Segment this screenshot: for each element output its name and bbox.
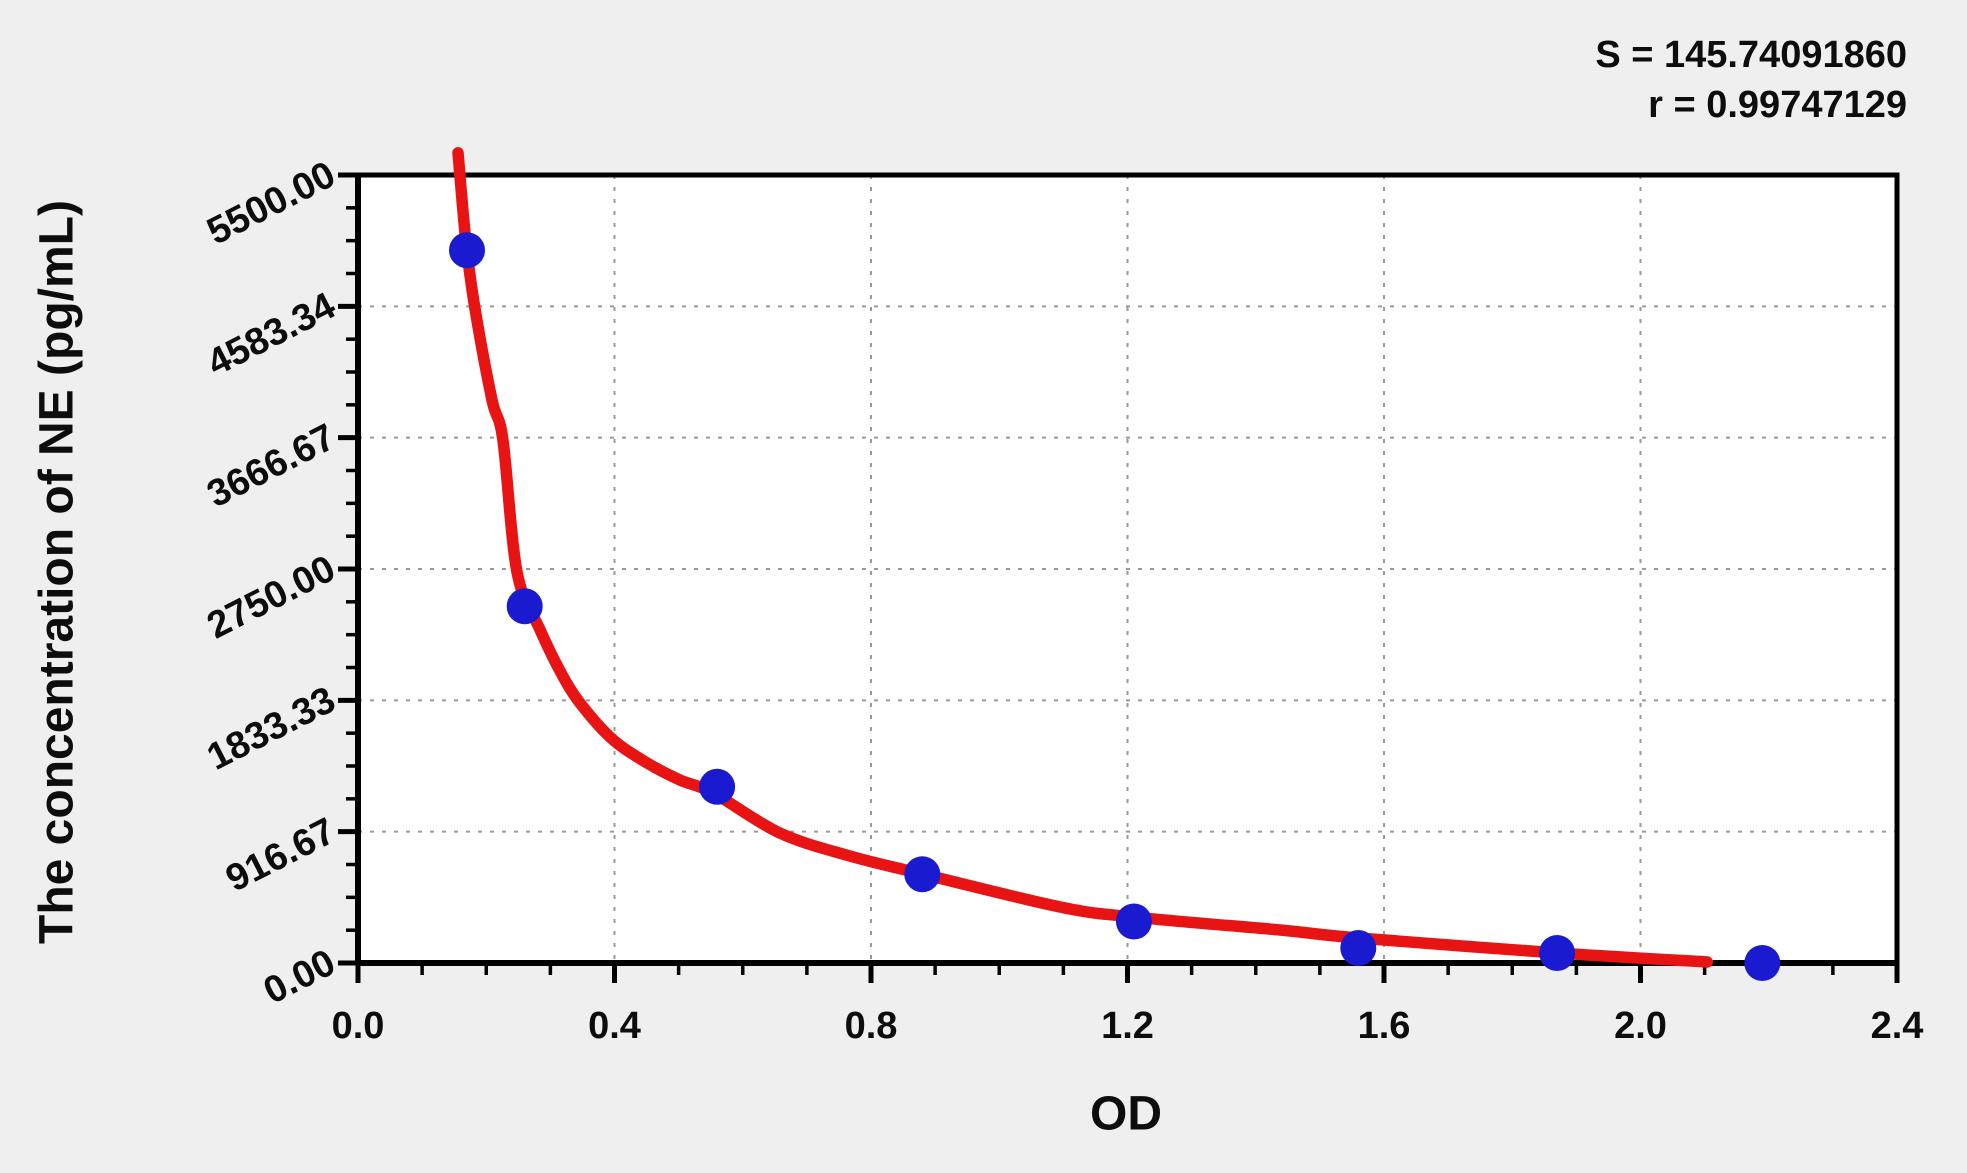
- data-point: [699, 768, 736, 805]
- y-tick-label: 0.00: [257, 942, 342, 1013]
- y-axis-title: The concentration of NE (pg/mL): [30, 200, 84, 944]
- fit-statistics: S = 145.74091860 r = 0.99747129: [1595, 30, 1907, 130]
- x-axis-title: OD: [1090, 1087, 1162, 1141]
- y-tick-label: 2750.00: [201, 548, 342, 648]
- x-tick-label: 0.8: [845, 1005, 898, 1047]
- y-tick-label: 1833.33: [201, 679, 342, 779]
- fit-r-value: r = 0.99747129: [1648, 84, 1907, 126]
- y-tick-label: 4583.34: [201, 285, 342, 385]
- y-tick-label: 5500.00: [201, 154, 342, 254]
- x-tick-label: 1.2: [1101, 1005, 1154, 1047]
- x-tick-label: 2.4: [1871, 1005, 1924, 1047]
- data-point: [506, 588, 543, 625]
- y-tick-label: 916.67: [219, 810, 342, 900]
- x-tick-label: 0.4: [588, 1005, 641, 1047]
- fit-s-value: S = 145.74091860: [1595, 34, 1907, 76]
- x-tick-label: 0.0: [332, 1005, 385, 1047]
- y-tick-label: 3666.67: [201, 416, 342, 516]
- data-point: [1539, 935, 1576, 971]
- x-tick-label: 2.0: [1614, 1005, 1667, 1047]
- data-point: [449, 232, 485, 269]
- data-point: [1340, 930, 1377, 966]
- data-point: [904, 856, 941, 893]
- x-tick-label: 1.6: [1358, 1005, 1411, 1047]
- fitted-curve-line: [452, 147, 1713, 968]
- data-point: [1744, 945, 1781, 981]
- data-point: [1115, 903, 1152, 940]
